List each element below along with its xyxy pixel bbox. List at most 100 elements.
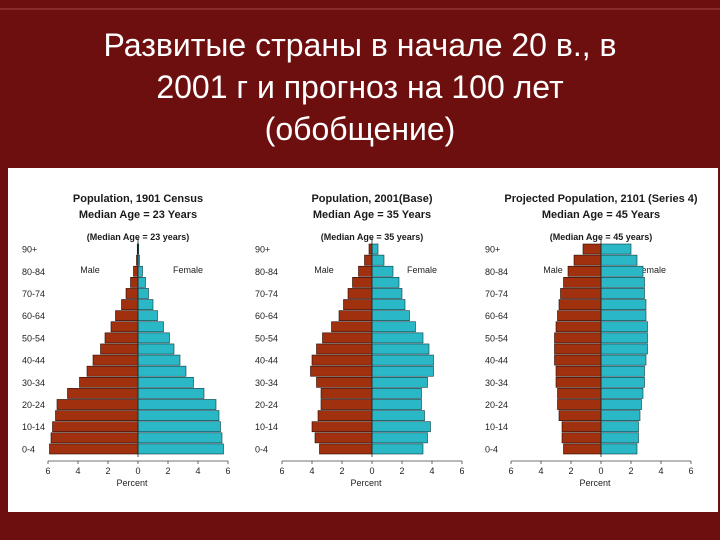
pyramid-3-bar-male-40-44 xyxy=(554,354,602,366)
pyramid-2-x-label: Percent xyxy=(350,478,382,488)
pyramid-3-bar-female-80-84 xyxy=(600,265,644,277)
pyramid-1-y-tick-10-14: 10-14 xyxy=(22,422,45,432)
pyramid-2-bar-male-80-84 xyxy=(358,265,373,277)
pyramid-3-bar-female-85-89 xyxy=(600,254,638,266)
pyramid-3-x-tick-4: 2 xyxy=(628,466,633,476)
pyramid-3-bar-male-15-19 xyxy=(558,410,602,421)
pyramid-1-x-tick-4: 2 xyxy=(165,466,170,476)
pyramid-3-bar-male-50-54 xyxy=(554,332,602,344)
pyramid-2-title: Population, 2001(Base) xyxy=(311,193,432,205)
pyramid-2-x-tick-5: 4 xyxy=(429,466,434,476)
pyramid-3-bar-female-50-54 xyxy=(600,332,648,344)
top-frame-line xyxy=(0,8,720,10)
pyramid-3-y-tick-0-4: 0-4 xyxy=(485,444,498,454)
pyramid-2-bar-male-85-89 xyxy=(364,254,373,266)
pyramid-1-bar-male-30-34 xyxy=(79,376,139,388)
pyramid-1-y-tick-30-34: 30-34 xyxy=(22,378,45,388)
pyramid-3-x-tick-6: 6 xyxy=(688,466,693,476)
pyramid-2-bar-female-0-4 xyxy=(371,443,424,455)
pyramid-1-bar-female-60-64 xyxy=(137,310,158,322)
pyramid-1-bar-female-55-59 xyxy=(137,321,164,333)
pyramid-3-bar-male-35-39 xyxy=(555,365,602,377)
pyramid-2-bar-female-20-24 xyxy=(371,399,422,410)
pyramid-3-x-tick-1: 4 xyxy=(538,466,543,476)
pyramid-1-y-tick-70-74: 70-74 xyxy=(22,289,45,299)
pyramid-3-bar-female-10-14 xyxy=(600,421,639,433)
pyramid-3-y-tick-10-14: 10-14 xyxy=(485,422,508,432)
slide-title-line-1: Развитые страны в начале 20 в., в xyxy=(103,27,617,63)
pyramid-2-x-tick-3: 0 xyxy=(369,466,374,476)
pyramid-1-subtitle: Median Age = 23 Years xyxy=(79,209,197,221)
pyramid-1-x-tick-2: 2 xyxy=(105,466,110,476)
pyramid-1-x-tick-3: 0 xyxy=(135,466,140,476)
pyramid-1-bar-male-40-44 xyxy=(92,354,139,366)
pyramid-3-bar-female-0-4 xyxy=(600,443,638,455)
pyramid-1-bar-male-20-24 xyxy=(56,399,139,410)
pyramid-3-bar-female-35-39 xyxy=(600,365,645,377)
pyramid-2-x-tick-4: 2 xyxy=(399,466,404,476)
pyramid-2-y-tick-40-44: 40-44 xyxy=(255,356,278,366)
pyramid-3-male-label: Male xyxy=(543,265,563,275)
pyramid-2-y-tick-70-74: 70-74 xyxy=(255,289,278,299)
pyramid-3-y-tick-80-84: 80-84 xyxy=(485,267,508,277)
pyramid-3-y-tick-60-64: 60-64 xyxy=(485,311,508,321)
pyramid-3-x-tick-0: 6 xyxy=(508,466,513,476)
pyramid-2-bar-female-60-64 xyxy=(371,310,410,322)
pyramid-1-bar-male-65-69 xyxy=(121,299,139,310)
pyramid-3-bar-male-70-74 xyxy=(560,288,602,299)
pyramid-3-female-label: Female xyxy=(636,265,666,275)
pyramid-2-bar-male-15-19 xyxy=(317,410,373,421)
population-pyramids: Population, 1901 Census Median Age = 23 Y… xyxy=(22,193,698,488)
pyramid-1-bar-female-45-49 xyxy=(137,343,175,355)
pyramid-2-bar-male-10-14 xyxy=(311,421,373,433)
pyramid-1-bar-male-45-49 xyxy=(100,343,139,355)
pyramid-3-bar-male-75-79 xyxy=(563,277,602,288)
pyramid-3-bar-male-0-4 xyxy=(563,443,602,455)
pyramid-1-bar-female-15-19 xyxy=(137,410,220,421)
pyramid-1-y-tick-80-84: 80-84 xyxy=(22,267,45,277)
pyramid-2-bar-female-65-69 xyxy=(371,299,406,310)
pyramid-1-bar-male-50-54 xyxy=(104,332,139,344)
pyramid-1-bar-female-25-29 xyxy=(137,388,205,399)
pyramid-1-y-tick-90+: 90+ xyxy=(22,245,37,255)
pyramid-1-bar-female-30-34 xyxy=(137,376,194,388)
pyramid-2-bar-female-5-9 xyxy=(371,432,428,444)
pyramid-2-bar-male-55-59 xyxy=(331,321,373,333)
pyramid-2-bar-female-85-89 xyxy=(371,254,385,266)
pyramid-2-female-label: Female xyxy=(407,265,437,275)
pyramid-3-bar-female-65-69 xyxy=(600,299,647,310)
pyramid-1-bar-male-0-4 xyxy=(49,443,139,455)
pyramid-2-y-tick-90+: 90+ xyxy=(255,245,270,255)
pyramid-3-bar-male-55-59 xyxy=(555,321,602,333)
pyramid-3-y-tick-20-24: 20-24 xyxy=(485,400,508,410)
slide-title-line-3: (обобщение) xyxy=(264,111,456,147)
pyramid-3-bar-male-30-34 xyxy=(555,376,602,388)
pyramid-3-x-tick-2: 2 xyxy=(568,466,573,476)
pyramid-1-note: (Median Age = 23 years) xyxy=(87,232,189,242)
pyramid-1-bar-male-70-74 xyxy=(125,288,139,299)
pyramid-3-bar-female-90+ xyxy=(600,243,632,255)
pyramid-3-bar-female-55-59 xyxy=(600,321,648,333)
pyramid-3-y-tick-40-44: 40-44 xyxy=(485,356,508,366)
pyramid-3-bar-male-90+ xyxy=(582,243,602,255)
pyramid-2-bar-female-15-19 xyxy=(371,410,425,421)
pyramid-2-y-tick-10-14: 10-14 xyxy=(255,422,278,432)
pyramid-1-bar-female-5-9 xyxy=(137,432,223,444)
pyramid-2-bar-male-60-64 xyxy=(338,310,373,322)
pyramid-2-bar-female-40-44 xyxy=(371,354,434,366)
pyramid-1-bar-male-25-29 xyxy=(67,388,139,399)
pyramid-1-bar-female-65-69 xyxy=(137,299,154,310)
pyramid-3-x-label: Percent xyxy=(579,478,611,488)
pyramid-3-bar-male-85-89 xyxy=(573,254,602,266)
pyramid-1-bar-female-50-54 xyxy=(137,332,170,344)
pyramid-1-bar-female-40-44 xyxy=(137,354,181,366)
pyramid-2-bar-female-75-79 xyxy=(371,277,400,288)
pyramid-2-bar-male-75-79 xyxy=(352,277,373,288)
pyramid-2-y-tick-60-64: 60-64 xyxy=(255,311,278,321)
pyramid-3-bar-female-45-49 xyxy=(600,343,648,355)
pyramid-2-y-tick-0-4: 0-4 xyxy=(255,444,268,454)
pyramid-3-bar-male-45-49 xyxy=(554,343,602,355)
pyramid-2-bar-female-55-59 xyxy=(371,321,416,333)
slide-title: Развитые страны в начале 20 в., в 2001 г… xyxy=(0,24,720,150)
pyramid-1-y-tick-20-24: 20-24 xyxy=(22,400,45,410)
